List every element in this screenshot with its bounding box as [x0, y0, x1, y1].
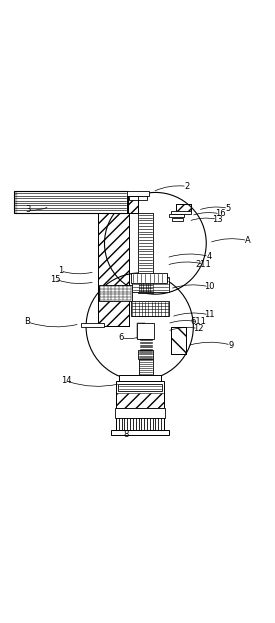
- Text: 4: 4: [206, 252, 212, 261]
- Text: 15: 15: [50, 275, 60, 283]
- Bar: [127, 191, 149, 196]
- Bar: [137, 323, 145, 339]
- Bar: [81, 323, 104, 326]
- Text: 1: 1: [58, 266, 63, 275]
- Text: 16: 16: [215, 209, 225, 219]
- Text: 10: 10: [204, 282, 214, 291]
- Text: 6: 6: [118, 333, 124, 342]
- Bar: [132, 277, 169, 292]
- Text: 12: 12: [193, 324, 203, 333]
- Text: 611: 611: [190, 318, 206, 326]
- Bar: [14, 191, 128, 212]
- Bar: [176, 204, 191, 212]
- Bar: [131, 273, 167, 283]
- Bar: [138, 350, 153, 359]
- Bar: [116, 381, 164, 408]
- Text: B: B: [24, 318, 31, 326]
- Bar: [111, 430, 169, 435]
- Bar: [176, 204, 191, 212]
- Bar: [99, 285, 132, 300]
- Bar: [127, 196, 138, 213]
- Bar: [169, 214, 184, 217]
- Text: A: A: [245, 236, 250, 245]
- Text: 2: 2: [184, 182, 190, 191]
- Bar: [139, 359, 153, 375]
- Bar: [98, 213, 129, 326]
- Bar: [170, 326, 186, 354]
- Bar: [118, 384, 162, 391]
- Bar: [137, 323, 154, 339]
- Bar: [119, 375, 161, 381]
- Text: 211: 211: [196, 260, 211, 269]
- Bar: [116, 418, 164, 430]
- Bar: [172, 217, 183, 221]
- Text: 11: 11: [204, 310, 214, 320]
- Bar: [138, 213, 153, 293]
- Bar: [129, 196, 147, 200]
- Bar: [98, 213, 129, 326]
- Bar: [170, 211, 191, 214]
- Text: 8: 8: [124, 430, 129, 439]
- Bar: [115, 408, 165, 418]
- Text: 13: 13: [212, 215, 222, 224]
- Text: 9: 9: [228, 341, 234, 350]
- Text: 14: 14: [61, 376, 71, 385]
- Bar: [131, 302, 169, 316]
- Bar: [127, 196, 138, 213]
- Bar: [116, 393, 164, 408]
- Text: 3: 3: [25, 205, 30, 214]
- Bar: [170, 326, 186, 354]
- Text: 5: 5: [226, 204, 231, 213]
